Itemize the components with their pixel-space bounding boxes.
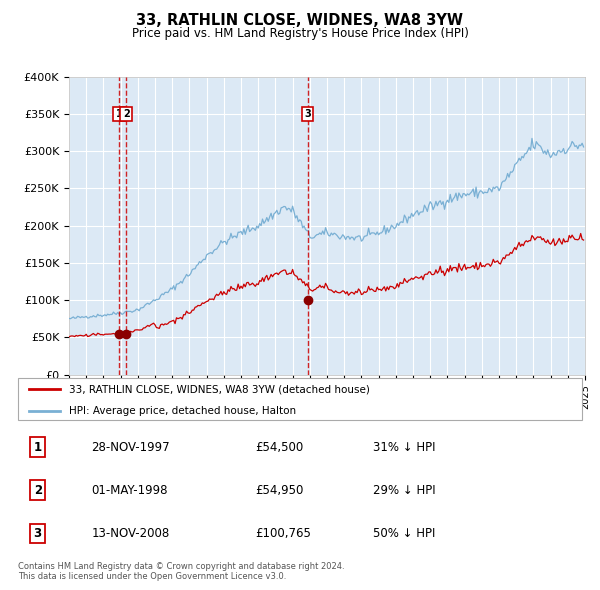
Text: 2: 2	[34, 484, 42, 497]
Text: 29% ↓ HPI: 29% ↓ HPI	[373, 484, 436, 497]
Text: 1: 1	[34, 441, 42, 454]
Text: 01-MAY-1998: 01-MAY-1998	[91, 484, 168, 497]
Text: 2: 2	[123, 109, 130, 119]
Text: 3: 3	[34, 527, 42, 540]
Text: This data is licensed under the Open Government Licence v3.0.: This data is licensed under the Open Gov…	[18, 572, 286, 581]
Text: 3: 3	[304, 109, 311, 119]
Text: 31% ↓ HPI: 31% ↓ HPI	[373, 441, 436, 454]
Text: 33, RATHLIN CLOSE, WIDNES, WA8 3YW: 33, RATHLIN CLOSE, WIDNES, WA8 3YW	[137, 13, 464, 28]
Text: 1: 1	[116, 109, 122, 119]
FancyBboxPatch shape	[18, 378, 582, 420]
Text: 33, RATHLIN CLOSE, WIDNES, WA8 3YW (detached house): 33, RATHLIN CLOSE, WIDNES, WA8 3YW (deta…	[69, 384, 370, 394]
Text: Contains HM Land Registry data © Crown copyright and database right 2024.: Contains HM Land Registry data © Crown c…	[18, 562, 344, 571]
Text: £100,765: £100,765	[255, 527, 311, 540]
Text: 28-NOV-1997: 28-NOV-1997	[91, 441, 170, 454]
Text: Price paid vs. HM Land Registry's House Price Index (HPI): Price paid vs. HM Land Registry's House …	[131, 27, 469, 40]
Text: 50% ↓ HPI: 50% ↓ HPI	[373, 527, 436, 540]
Text: 13-NOV-2008: 13-NOV-2008	[91, 527, 170, 540]
Text: £54,500: £54,500	[255, 441, 303, 454]
Text: £54,950: £54,950	[255, 484, 303, 497]
Text: HPI: Average price, detached house, Halton: HPI: Average price, detached house, Halt…	[69, 406, 296, 416]
